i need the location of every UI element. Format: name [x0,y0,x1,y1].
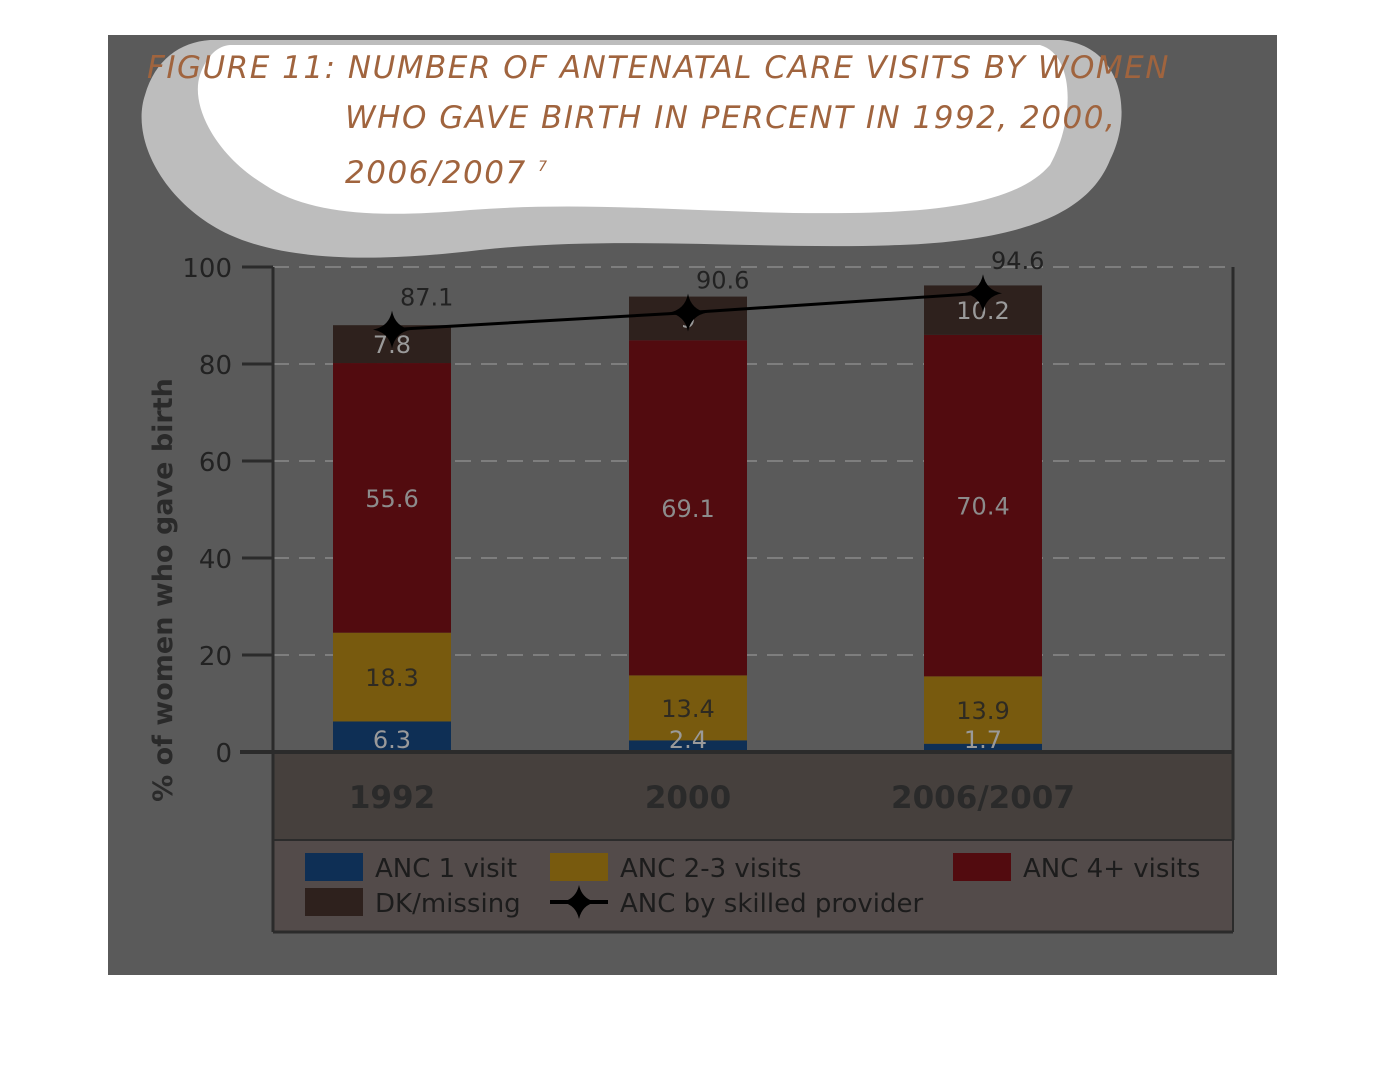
legend: ANC 1 visit ANC 2-3 visits ANC 4+ visits DK… [305,853,1200,919]
bar-segment [924,334,1042,677]
category-label: 2000 [645,780,731,816]
bar-segment [333,721,451,752]
chart-title-year: 2006/2007 [345,155,527,191]
line-point-label: 94.6 [991,247,1044,275]
axes [240,267,1235,932]
legend-entry-label: ANC 2-3 visits [620,854,802,884]
y-axis-label: % of women who gave birth [148,378,179,802]
legend-diamond-swatch [562,885,596,919]
legend-color-swatch [305,888,363,916]
bar-segment [333,632,451,722]
legend-color-swatch [550,853,608,881]
y-tick-label: 100 [182,254,232,284]
bar-segment [629,675,747,741]
segment-value-label: 55.6 [365,485,418,513]
y-tick-label: 0 [215,739,232,769]
chart-title-line-3: 2006/2007 7 [345,155,549,191]
category-band [273,752,1233,840]
category-label: 1992 [349,780,435,816]
legend-entry-label: ANC 1 visit [375,854,517,884]
legend-entry-label: ANC by skilled provider [620,889,923,919]
bar-segment [629,740,747,752]
bar-segment [924,743,1042,752]
y-tick-label: 20 [199,642,232,672]
legend-color-swatch [953,853,1011,881]
legend-color-swatch [305,853,363,881]
bar-segment [924,676,1042,744]
segment-value-label: 2.4 [669,726,707,754]
segment-value-label: 13.9 [956,697,1009,725]
segment-value-label: 18.3 [365,664,418,692]
legend-entry-label: DK/missing [375,889,521,919]
legend-entry-label: ANC 4+ visits [1023,854,1200,884]
chart-title-line-1: FIGURE 11: NUMBER OF ANTENATAL CARE VISI… [147,50,1170,86]
bar-segment [333,363,451,633]
line-point-label: 87.1 [400,284,453,312]
y-tick-label: 40 [199,545,232,575]
chart-title-line-2: WHO GAVE BIRTH IN PERCENT IN 1992, 2000, [345,100,1117,136]
bars [333,285,1042,752]
title-footnote-marker: 7 [538,159,549,175]
segment-value-label: 69.1 [661,495,714,523]
bar-segment [629,340,747,676]
segment-value-label: 6.3 [373,726,411,754]
line-point-marker [373,310,411,349]
segment-value-label: 13.4 [661,695,714,723]
line-point-marker [669,293,707,332]
y-ticks: 0 20 40 60 80 100 [182,254,273,769]
skilled-provider-line: 87.1 90.6 94.6 [373,247,1044,349]
line-point-marker [964,274,1002,313]
line-point-label: 90.6 [696,267,749,295]
y-tick-label: 80 [199,351,232,381]
category-labels: 1992 2000 2006/2007 [349,780,1075,816]
segment-value-label: 70.4 [956,493,1009,521]
legend-box [273,840,1233,932]
category-label: 2006/2007 [891,780,1075,816]
segment-value-label: 1.7 [964,726,1002,754]
y-tick-label: 60 [199,448,232,478]
